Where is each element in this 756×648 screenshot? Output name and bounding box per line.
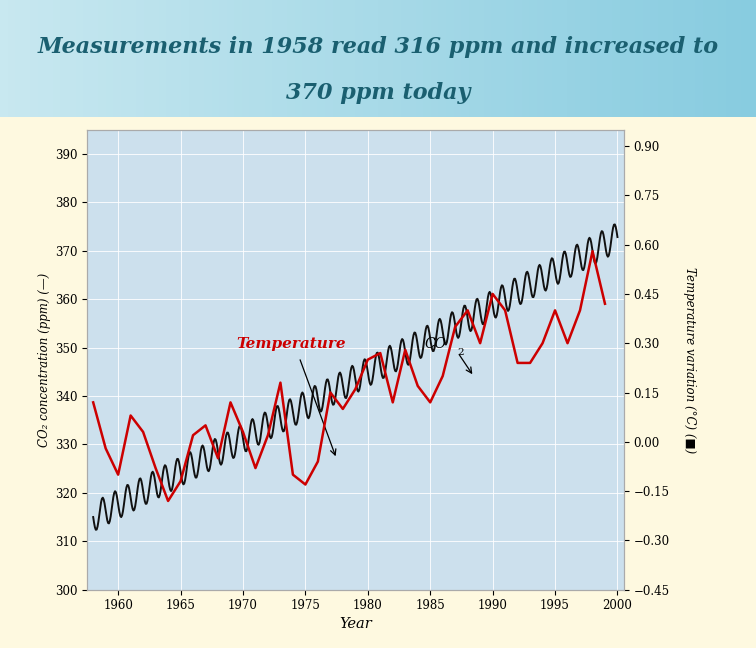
Y-axis label: Temperature variation (°C) (■): Temperature variation (°C) (■) [683, 266, 696, 453]
Text: Measurements in 1958 read 316 ppm and increased to: Measurements in 1958 read 316 ppm and in… [38, 36, 718, 58]
Text: 370 ppm today: 370 ppm today [286, 82, 470, 104]
Text: CO: CO [424, 336, 446, 351]
Text: Temperature: Temperature [237, 336, 346, 351]
X-axis label: Year: Year [339, 616, 372, 631]
Text: 2: 2 [457, 348, 464, 357]
Y-axis label: CO₂ concentration (ppm) (—): CO₂ concentration (ppm) (—) [38, 273, 51, 446]
